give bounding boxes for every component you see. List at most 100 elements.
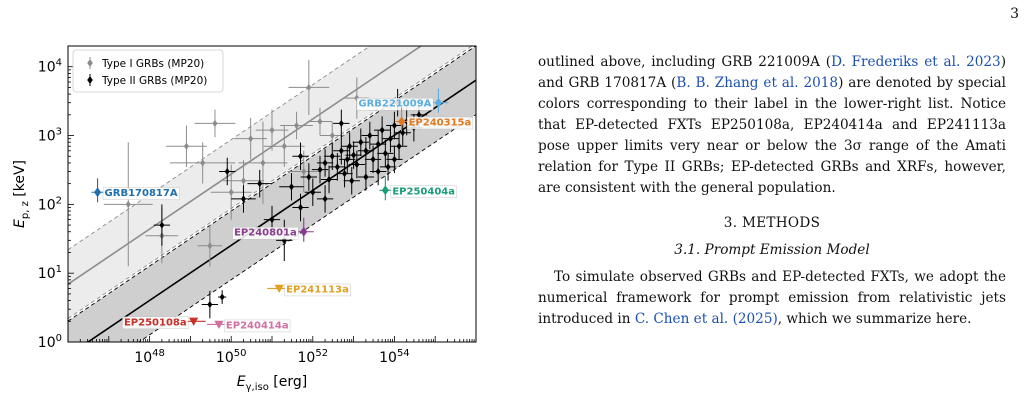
data-point xyxy=(159,221,165,229)
amati-relation-chart: GRB221009A EP240315a GRB170817A EP250404a EP… xyxy=(12,45,477,393)
paragraph-1-text: outlined above, including GRB 221009A ( xyxy=(538,54,832,70)
data-point xyxy=(228,188,234,196)
data-point xyxy=(297,152,304,160)
event-label-background xyxy=(102,187,180,200)
data-point xyxy=(240,177,247,185)
upper-limit-marker xyxy=(214,320,224,330)
legend-box xyxy=(72,49,224,93)
data-point xyxy=(382,149,388,158)
data-point xyxy=(212,119,218,128)
data-point xyxy=(306,173,312,181)
data-point xyxy=(391,121,397,130)
data-point xyxy=(297,203,304,212)
upper-limit-marker xyxy=(189,317,199,326)
data-point xyxy=(358,138,364,146)
relation-band-upper-edge xyxy=(68,46,476,322)
data-point xyxy=(396,142,402,150)
data-point xyxy=(363,173,369,181)
relation-band xyxy=(68,46,476,342)
paragraph-1-text: ) are denoted by special colors correspo… xyxy=(538,75,1006,196)
data-point xyxy=(370,155,376,164)
data-point xyxy=(281,142,287,150)
event-label-background xyxy=(224,319,291,333)
data-point xyxy=(207,300,213,309)
data-point xyxy=(329,152,335,160)
data-point xyxy=(338,119,344,128)
y-tick-label: 102 xyxy=(38,195,62,213)
event-label: GRB170817A xyxy=(105,188,178,199)
event-ep240414a: EP240414a xyxy=(206,319,291,333)
event-ep240315a: EP240315a xyxy=(395,107,473,132)
paragraph-1-text: ) and GRB 170817A ( xyxy=(538,54,1006,91)
event-label: EP240801a xyxy=(234,228,297,239)
data-point xyxy=(416,111,422,119)
data-point xyxy=(379,126,385,134)
event-label: EP240414a xyxy=(226,320,289,331)
relation-band-lower-edge xyxy=(68,46,473,319)
legend-entry-label: Type I GRBs (MP20) xyxy=(101,58,204,70)
paragraph-2-text: , which we summarize here. xyxy=(777,311,972,327)
paragraph-2-text: To simulate observed GRBs and EP-detecte… xyxy=(538,269,1006,327)
x-tick-label: 1054 xyxy=(379,348,410,366)
data-point xyxy=(351,151,357,159)
data-point xyxy=(219,293,225,301)
event-marker xyxy=(398,116,406,127)
x-tick-label: 1048 xyxy=(134,348,165,366)
y-tick-label: 101 xyxy=(38,264,62,282)
data-point xyxy=(207,242,213,250)
event-label-background xyxy=(390,185,457,199)
data-point xyxy=(301,167,307,176)
x-tick-label: 1050 xyxy=(216,348,247,366)
upper-limit-marker xyxy=(274,284,284,294)
x-tick-label: 1052 xyxy=(298,348,329,366)
legend: Type I GRBs (MP20) Type II GRBs (MP20) xyxy=(72,49,224,93)
legend-entry-label: Type II GRBs (MP20) xyxy=(101,75,207,87)
event-label: GRB221009A xyxy=(358,99,431,110)
event-marker xyxy=(434,97,442,108)
data-point xyxy=(224,167,230,176)
event-label-background xyxy=(406,116,473,130)
data-point xyxy=(269,126,275,134)
data-point xyxy=(375,140,381,148)
data-point xyxy=(200,159,206,167)
event-grb170817a: GRB170817A xyxy=(91,178,180,203)
data-point xyxy=(257,180,263,188)
y-tick-label: 104 xyxy=(38,58,62,76)
data-point xyxy=(294,121,300,130)
section-heading: 3. METHODS xyxy=(723,215,821,231)
data-point xyxy=(306,83,312,92)
y-tick-label: 100 xyxy=(38,333,62,351)
data-point xyxy=(387,135,393,143)
page-number: 3 xyxy=(1010,6,1019,22)
data-point xyxy=(269,216,275,224)
event-label: EP240315a xyxy=(409,117,472,128)
figure: GRB221009A EP240315a GRB170817A EP250404a EP… xyxy=(0,30,500,415)
paragraph-1-citation-link[interactable]: D. Frederiks et al. 2023 xyxy=(831,54,1001,70)
event-ep250108a: EP250108a xyxy=(122,316,206,329)
data-point xyxy=(317,165,323,174)
subsection-heading: 3.1. Prompt Emission Model xyxy=(674,242,870,258)
data-point xyxy=(347,142,353,150)
paragraph-2-citation-link[interactable]: C. Chen et al. (2025) xyxy=(634,311,778,327)
data-point xyxy=(349,177,355,185)
paragraph-1: outlined above, including GRB 221009A (D… xyxy=(538,52,1006,199)
data-point xyxy=(391,155,397,164)
data-point xyxy=(248,135,254,143)
event-label: EP250404a xyxy=(392,186,455,197)
event-marker xyxy=(94,187,102,198)
event-label: EP250108a xyxy=(124,317,187,328)
data-point xyxy=(326,175,332,184)
data-point xyxy=(385,163,391,171)
event-marker xyxy=(381,185,389,196)
paragraph-1-citation-link[interactable]: B. B. Zhang et al. 2018 xyxy=(676,75,839,91)
event-ep250404a: EP250404a xyxy=(379,176,457,201)
y-tick-label: 103 xyxy=(38,127,62,145)
event-label-background xyxy=(284,283,351,297)
event-ep241113a: EP241113a xyxy=(267,283,351,297)
data-point xyxy=(354,160,360,169)
event-marker xyxy=(300,226,308,237)
data-point xyxy=(322,195,328,203)
data-point xyxy=(342,169,348,178)
data-point xyxy=(240,195,247,203)
event-label-background xyxy=(232,227,299,240)
